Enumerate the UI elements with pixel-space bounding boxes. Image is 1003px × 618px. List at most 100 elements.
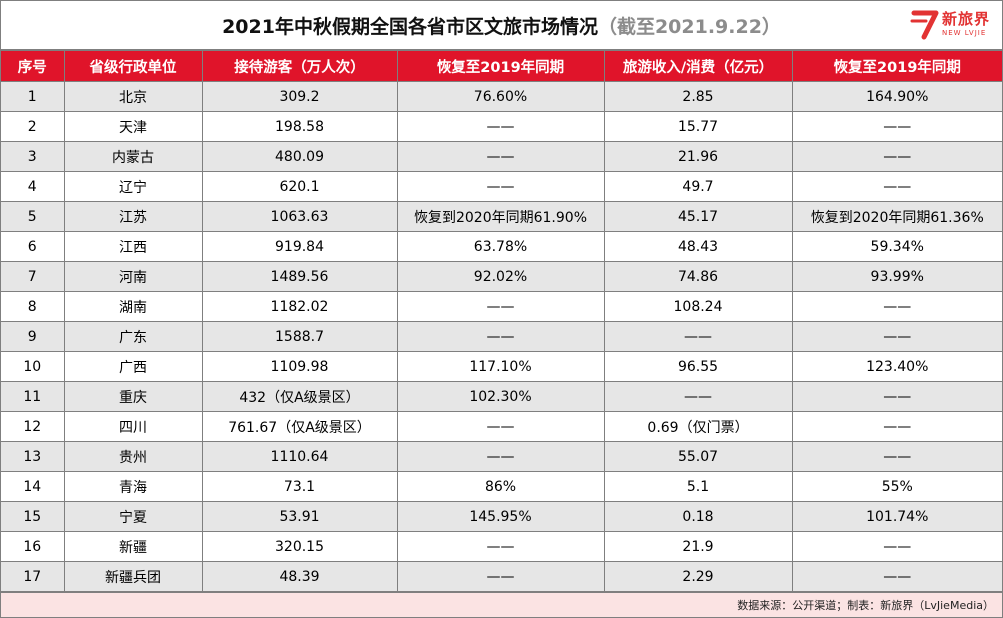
cell-revenue-recovery: —— xyxy=(791,291,1002,322)
header-revenue-recovery: 恢复至2019年同期 xyxy=(791,50,1002,82)
cell-province: 辽宁 xyxy=(63,171,203,202)
cell-visitors: 1182.02 xyxy=(201,291,398,322)
cell-province: 贵州 xyxy=(63,441,203,472)
source-footer: 数据来源：公开渠道；制表：新旅界（LvJieMedia） xyxy=(1,592,1002,617)
cell-province: 北京 xyxy=(63,81,203,112)
cell-index: 3 xyxy=(1,141,65,172)
source-note: 数据来源：公开渠道；制表：新旅界（LvJieMedia） xyxy=(737,599,994,612)
cell-revenue-recovery: 164.90% xyxy=(791,81,1002,112)
table-row: 6 江西 919.84 63.78% 48.43 59.34% xyxy=(1,231,1002,262)
cell-visitors-recovery: —— xyxy=(396,111,605,142)
cell-province: 四川 xyxy=(63,411,203,442)
cell-revenue-recovery: —— xyxy=(791,171,1002,202)
title-bar: 2021年中秋假期全国各省市区文旅市场情况 （截至2021.9.22） 新旅界 N… xyxy=(1,1,1002,50)
cell-visitors: 480.09 xyxy=(201,141,398,172)
cell-revenue-recovery: —— xyxy=(791,441,1002,472)
cell-index: 6 xyxy=(1,231,65,262)
cell-revenue: 0.18 xyxy=(603,501,793,532)
cell-revenue-recovery: 59.34% xyxy=(791,231,1002,262)
cell-visitors: 1588.7 xyxy=(201,321,398,352)
cell-province: 江西 xyxy=(63,231,203,262)
cell-province: 重庆 xyxy=(63,381,203,412)
cell-province: 天津 xyxy=(63,111,203,142)
header-province: 省级行政单位 xyxy=(63,50,203,82)
cell-visitors-recovery: —— xyxy=(396,321,605,352)
cell-visitors-recovery: —— xyxy=(396,171,605,202)
cell-revenue-recovery: —— xyxy=(791,411,1002,442)
cell-revenue-recovery: —— xyxy=(791,321,1002,352)
cell-visitors: 48.39 xyxy=(201,561,398,592)
cell-visitors-recovery: 102.30% xyxy=(396,381,605,412)
cell-revenue: 21.96 xyxy=(603,141,793,172)
page-title: 2021年中秋假期全国各省市区文旅市场情况 xyxy=(222,15,598,38)
table-row: 3 内蒙古 480.09 —— 21.96 —— xyxy=(1,141,1002,172)
table-row: 11 重庆 432（仅A级景区） 102.30% —— —— xyxy=(1,381,1002,412)
table-row: 15 宁夏 53.91 145.95% 0.18 101.74% xyxy=(1,501,1002,532)
cell-visitors: 198.58 xyxy=(201,111,398,142)
cell-revenue: 0.69（仅门票） xyxy=(603,411,793,442)
cell-index: 8 xyxy=(1,291,65,322)
table-row: 5 江苏 1063.63 恢复到2020年同期61.90% 45.17 恢复到2020年同… xyxy=(1,201,1002,232)
cell-revenue-recovery: —— xyxy=(791,561,1002,592)
cell-visitors-recovery: 117.10% xyxy=(396,351,605,382)
cell-revenue-recovery: —— xyxy=(791,111,1002,142)
cell-index: 10 xyxy=(1,351,65,382)
table-row: 17 新疆兵团 48.39 —— 2.29 —— xyxy=(1,561,1002,592)
table-body: 1 北京 309.2 76.60% 2.85 164.90% 2 天津 198.58 —— 15.7… xyxy=(1,81,1002,592)
cell-visitors-recovery: —— xyxy=(396,411,605,442)
cell-index: 2 xyxy=(1,111,65,142)
cell-visitors: 761.67（仅A级景区） xyxy=(201,411,398,442)
table-row: 1 北京 309.2 76.60% 2.85 164.90% xyxy=(1,81,1002,112)
cell-revenue-recovery: 93.99% xyxy=(791,261,1002,292)
cell-visitors-recovery: —— xyxy=(396,531,605,562)
cell-revenue-recovery: 123.40% xyxy=(791,351,1002,382)
cell-index: 5 xyxy=(1,201,65,232)
cell-visitors: 320.15 xyxy=(201,531,398,562)
cell-province: 内蒙古 xyxy=(63,141,203,172)
cell-visitors-recovery: 63.78% xyxy=(396,231,605,262)
cell-index: 12 xyxy=(1,411,65,442)
cell-index: 16 xyxy=(1,531,65,562)
table-row: 13 贵州 1110.64 —— 55.07 —— xyxy=(1,441,1002,472)
cell-revenue: 21.9 xyxy=(603,531,793,562)
cell-visitors-recovery: 恢复到2020年同期61.90% xyxy=(396,201,605,232)
cell-index: 13 xyxy=(1,441,65,472)
table-row: 8 湖南 1182.02 —— 108.24 —— xyxy=(1,291,1002,322)
cell-visitors: 309.2 xyxy=(201,81,398,112)
cell-visitors-recovery: 145.95% xyxy=(396,501,605,532)
cell-index: 7 xyxy=(1,261,65,292)
cell-visitors-recovery: —— xyxy=(396,561,605,592)
cell-province: 青海 xyxy=(63,471,203,502)
cell-revenue: 48.43 xyxy=(603,231,793,262)
cell-visitors-recovery: 76.60% xyxy=(396,81,605,112)
table-row: 2 天津 198.58 —— 15.77 —— xyxy=(1,111,1002,142)
cell-revenue: 49.7 xyxy=(603,171,793,202)
header-index: 序号 xyxy=(1,50,65,82)
cell-revenue-recovery: —— xyxy=(791,381,1002,412)
cell-revenue: 55.07 xyxy=(603,441,793,472)
cell-revenue: 2.29 xyxy=(603,561,793,592)
cell-index: 1 xyxy=(1,81,65,112)
cell-visitors: 1063.63 xyxy=(201,201,398,232)
cell-visitors: 620.1 xyxy=(201,171,398,202)
table-row: 9 广东 1588.7 —— —— —— xyxy=(1,321,1002,352)
cell-province: 新疆 xyxy=(63,531,203,562)
cell-revenue: 5.1 xyxy=(603,471,793,502)
cell-index: 17 xyxy=(1,561,65,592)
cell-province: 河南 xyxy=(63,261,203,292)
cell-visitors: 73.1 xyxy=(201,471,398,502)
table-row: 10 广西 1109.98 117.10% 96.55 123.40% xyxy=(1,351,1002,382)
table-row: 4 辽宁 620.1 —— 49.7 —— xyxy=(1,171,1002,202)
table-header-row: 序号 省级行政单位 接待游客（万人次） 恢复至2019年同期 旅游收入/消费（亿… xyxy=(1,50,1002,82)
cell-index: 9 xyxy=(1,321,65,352)
cell-province: 新疆兵团 xyxy=(63,561,203,592)
cell-visitors: 1109.98 xyxy=(201,351,398,382)
header-visitors: 接待游客（万人次） xyxy=(201,50,398,82)
cell-revenue: —— xyxy=(603,381,793,412)
cell-revenue-recovery: 101.74% xyxy=(791,501,1002,532)
header-visitors-recovery: 恢复至2019年同期 xyxy=(396,50,605,82)
cell-revenue: 74.86 xyxy=(603,261,793,292)
tourism-data-table: 序号 省级行政单位 接待游客（万人次） 恢复至2019年同期 旅游收入/消费（亿… xyxy=(1,50,1002,592)
cell-revenue-recovery: 恢复到2020年同期61.36% xyxy=(791,201,1002,232)
